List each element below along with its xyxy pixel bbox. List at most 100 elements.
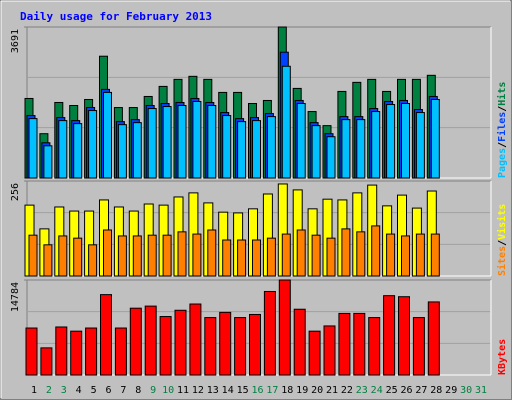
bar [281,233,291,277]
bar [356,231,366,277]
bar [252,120,261,179]
x-tick-label: 9 [150,385,156,396]
bar [266,237,276,277]
bar [341,119,351,179]
x-tick-label: 14 [222,385,234,396]
legend-separator: / [497,142,508,148]
bar [28,234,38,277]
x-tick-label: 25 [386,385,398,396]
bar [401,103,410,179]
bar [55,326,68,376]
x-tick-label: 31 [475,385,487,396]
x-tick-label: 13 [207,385,219,396]
legend-entry: Pages [497,148,508,178]
bar [252,239,261,277]
bar [177,105,187,179]
bar [266,116,276,179]
bar [88,244,98,277]
legend: Sites/Visits [496,204,508,276]
x-tick-label: 12 [192,385,204,396]
bar [371,225,381,277]
bar [296,229,306,277]
legend: Pages/Files/Hits [496,82,508,178]
bar [383,295,396,376]
x-tick-label: 30 [460,385,472,396]
bar [189,303,202,376]
bar [207,229,217,277]
x-tick-label: 28 [430,385,442,396]
legend-entry: Visits [496,204,508,240]
bar [237,121,247,179]
legend-separator: / [497,240,508,246]
bar [192,233,202,277]
x-tick-label: 8 [135,385,141,396]
bar [28,118,38,179]
bar [222,115,232,179]
x-tick-label: 7 [120,385,126,396]
bar [311,125,321,179]
bar [338,312,351,376]
bar [326,237,336,277]
bar [296,103,306,179]
x-tick-label: 15 [237,385,249,396]
bar [43,145,53,179]
bar [88,110,98,179]
bar [415,112,425,179]
chart-title: Daily usage for February 2013 [20,10,212,23]
bar [353,312,366,376]
x-tick-label: 27 [415,385,427,396]
bar [311,234,321,277]
bar [249,313,261,376]
bar [73,237,83,277]
legend-separator: / [497,106,508,112]
bar [326,136,336,179]
bar [281,65,291,179]
bar [85,327,98,376]
bar [371,111,381,179]
x-tick-label: 29 [445,385,457,396]
bar [144,305,157,376]
bar [219,311,232,376]
bar [58,120,68,179]
bar [177,231,187,277]
x-tick-label: 20 [311,385,323,396]
bar [58,235,68,277]
bar [117,235,127,277]
x-tick-label: 3 [61,385,67,396]
bar [129,307,142,376]
bar [341,228,351,277]
bar [237,239,247,277]
x-tick-label: 17 [266,385,278,396]
x-tick-label: 5 [91,385,97,396]
bar [401,235,410,277]
x-tick-label: 16 [251,385,263,396]
legend-entry: Sites [496,246,508,276]
bar [73,123,83,179]
bar [103,229,112,277]
legend-entry: Hits [496,82,508,106]
y-tick-label: 3691 [10,29,21,53]
bar [162,106,172,179]
bar [114,327,127,376]
bar [132,235,142,277]
bar [234,317,247,376]
bar [293,308,306,376]
x-tick-label: 22 [341,385,353,396]
bar [204,317,217,376]
bar [192,100,202,179]
x-tick-label: 19 [296,385,308,396]
bar [415,233,425,277]
x-tick-label: 11 [177,385,189,396]
x-tick-label: 18 [281,385,293,396]
bar [132,122,142,179]
bar [70,330,83,376]
x-tick-label: 6 [105,385,111,396]
x-tick-label: 2 [46,385,52,396]
bar [356,119,366,179]
bar [427,301,440,376]
bar [386,104,396,179]
bar [147,108,157,179]
bar [159,316,172,376]
bar [207,105,217,179]
